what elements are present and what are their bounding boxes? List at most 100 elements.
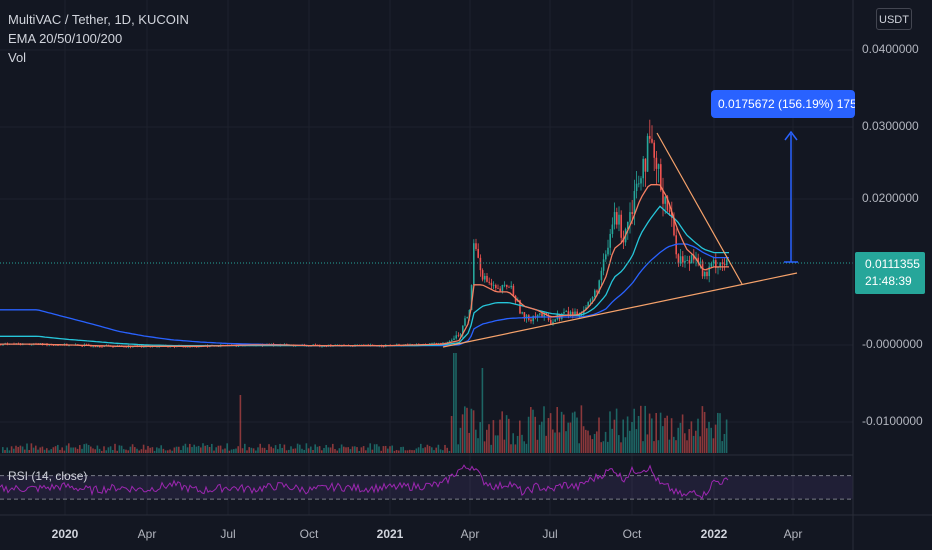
volume-bar bbox=[679, 422, 682, 453]
volume-bar bbox=[39, 447, 41, 453]
volume-bar bbox=[560, 411, 563, 453]
volume-bar bbox=[395, 450, 398, 453]
volume-bar bbox=[406, 450, 409, 453]
volume-bar bbox=[635, 429, 638, 453]
volume-bar bbox=[589, 435, 591, 453]
volume-bar bbox=[404, 450, 407, 453]
volume-bar bbox=[701, 406, 704, 453]
volume-bar bbox=[274, 445, 277, 453]
candle-body bbox=[466, 317, 468, 319]
volume-bar bbox=[629, 430, 631, 453]
volume-bar bbox=[387, 448, 389, 453]
volume-bar bbox=[52, 447, 55, 453]
volume-bar bbox=[134, 447, 136, 453]
candle-body bbox=[57, 344, 59, 346]
candle-body bbox=[710, 262, 713, 267]
candle-body bbox=[497, 287, 499, 289]
candle-body bbox=[578, 315, 581, 317]
volume-bar bbox=[266, 449, 268, 453]
volume-bar bbox=[483, 441, 486, 453]
volume-bar bbox=[519, 420, 521, 453]
volume-bar bbox=[488, 424, 490, 453]
volume-bar bbox=[57, 444, 59, 453]
price-label: 0.0300000 bbox=[862, 119, 919, 133]
volume-bar bbox=[211, 443, 213, 453]
volume-bar bbox=[431, 447, 433, 453]
volume-bar bbox=[305, 443, 308, 453]
volume-bar bbox=[494, 435, 497, 453]
volume-bar bbox=[43, 449, 46, 453]
volume-bar bbox=[637, 415, 640, 453]
volume-bar bbox=[532, 409, 534, 453]
volume-bar bbox=[24, 449, 26, 453]
volume-bar bbox=[615, 408, 618, 453]
candle-body bbox=[671, 211, 673, 218]
candle-body bbox=[589, 299, 592, 303]
volume-bar bbox=[204, 445, 206, 453]
currency-button[interactable]: USDT bbox=[876, 8, 912, 30]
volume-bar bbox=[710, 427, 712, 453]
rsi-legend[interactable]: RSI (14, close) bbox=[8, 469, 88, 483]
volume-bar bbox=[182, 445, 184, 453]
volume-bar bbox=[213, 450, 215, 453]
candle-body bbox=[55, 344, 57, 346]
volume-bar bbox=[384, 445, 387, 453]
candle-body bbox=[642, 158, 644, 179]
volume-bar bbox=[96, 445, 99, 453]
volume-bar bbox=[725, 419, 728, 453]
volume-bar bbox=[448, 450, 451, 453]
candle-body bbox=[598, 280, 600, 293]
candle-body bbox=[503, 284, 506, 286]
candle-body bbox=[660, 164, 662, 191]
volume-bar bbox=[246, 450, 248, 453]
volume-bar bbox=[252, 448, 255, 453]
volume-bar bbox=[549, 413, 552, 453]
candle-body bbox=[187, 346, 189, 348]
candle-body bbox=[101, 346, 103, 348]
volume-bar bbox=[270, 446, 272, 453]
volume-bar bbox=[50, 449, 52, 453]
volume-bar bbox=[15, 445, 17, 453]
volume-bar bbox=[318, 446, 321, 453]
candle-body bbox=[325, 346, 328, 347]
candle-body bbox=[662, 190, 664, 204]
rsi-band bbox=[0, 475, 853, 500]
volume-bar bbox=[362, 446, 365, 453]
candle-body bbox=[123, 346, 125, 348]
volume-bar bbox=[400, 447, 402, 453]
volume-bar bbox=[631, 421, 633, 453]
volume-bar bbox=[618, 435, 620, 453]
symbol-title[interactable]: MultiVAC / Tether, 1D, KUCOIN bbox=[8, 12, 189, 27]
volume-bar bbox=[620, 442, 622, 453]
volume-bar bbox=[365, 450, 367, 453]
candle-body bbox=[481, 270, 484, 280]
volume-bar bbox=[98, 448, 101, 453]
candle-body bbox=[697, 257, 699, 263]
volume-bar bbox=[222, 449, 224, 453]
volume-bar bbox=[351, 446, 354, 453]
measure-label[interactable]: 0.0175672 (156.19%) 17567 bbox=[711, 90, 855, 118]
volume-bar bbox=[268, 444, 270, 453]
volume-legend[interactable]: Vol bbox=[8, 50, 27, 65]
volume-bar bbox=[688, 429, 690, 453]
volume-bar bbox=[356, 447, 358, 453]
volume-bar bbox=[677, 427, 679, 453]
current-price: 0.0111355 bbox=[865, 257, 920, 271]
candle-body bbox=[690, 255, 693, 264]
volume-bar bbox=[552, 429, 554, 453]
candle-body bbox=[451, 339, 453, 341]
volume-bar bbox=[334, 449, 336, 453]
volume-bar bbox=[307, 448, 310, 453]
volume-bar bbox=[719, 413, 721, 453]
volume-bar bbox=[578, 443, 580, 453]
candle-body bbox=[554, 319, 556, 322]
ema-legend[interactable]: EMA 20/50/100/200 bbox=[8, 31, 123, 46]
volume-bar bbox=[613, 419, 616, 453]
volume-bar bbox=[415, 448, 418, 453]
volume-bar bbox=[545, 435, 547, 453]
candle-body bbox=[156, 346, 158, 348]
candle-body bbox=[688, 260, 691, 264]
volume-bar bbox=[164, 450, 167, 453]
candle-body bbox=[521, 312, 523, 314]
